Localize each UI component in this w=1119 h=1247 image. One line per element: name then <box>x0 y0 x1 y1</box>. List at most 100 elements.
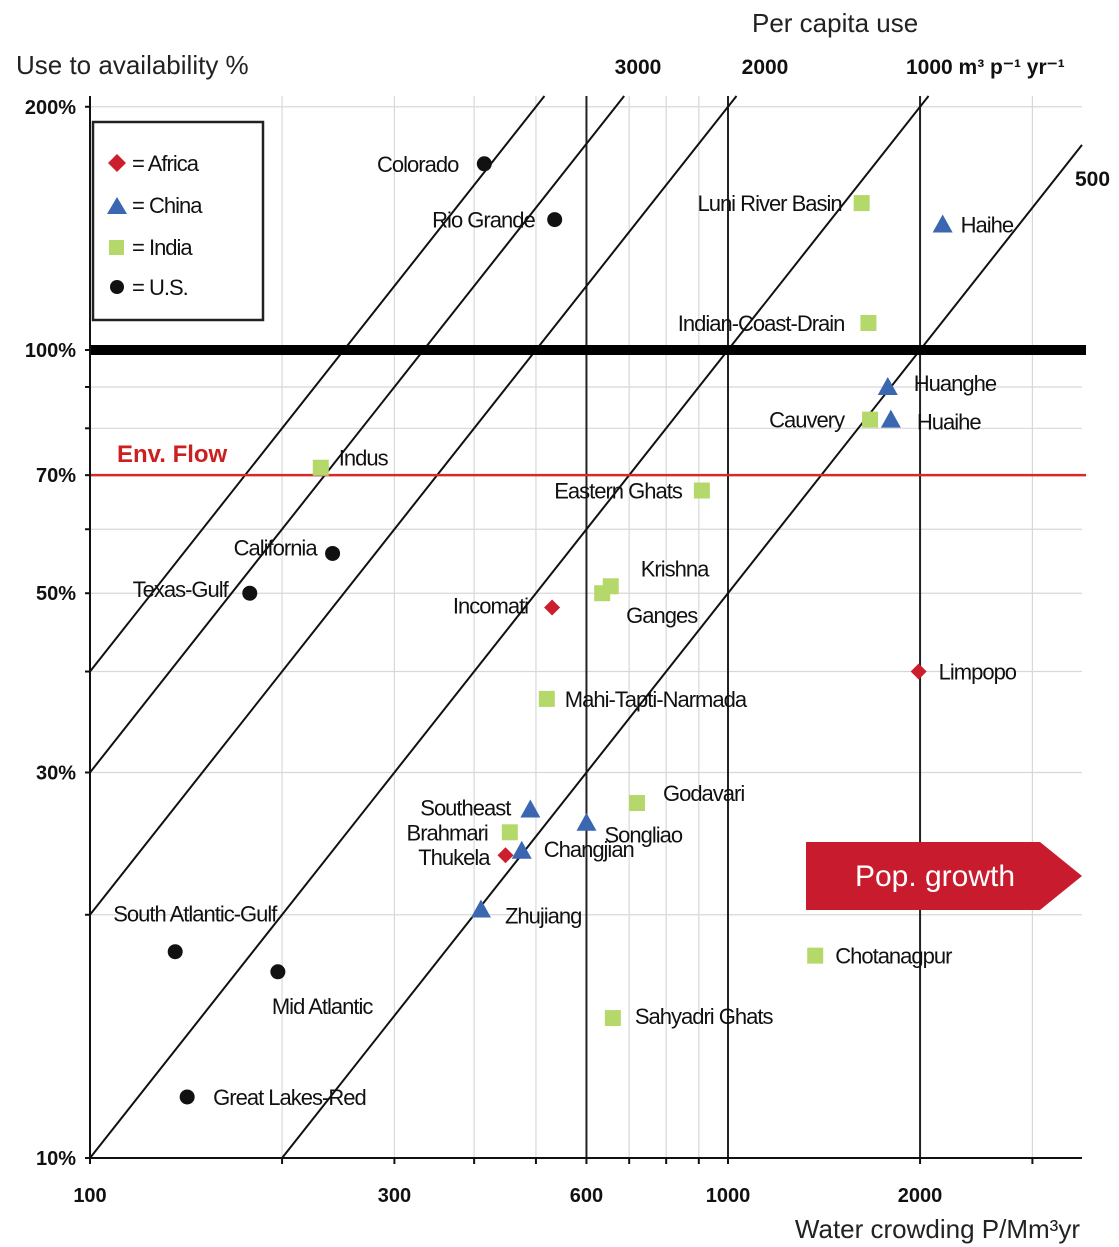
point-marker <box>932 214 953 233</box>
legend-us-marker <box>110 280 124 294</box>
point-marker <box>270 964 286 980</box>
point-ganges: Ganges <box>594 585 699 628</box>
y-tick-label: 50% <box>36 583 76 605</box>
point-huanghe: Huanghe <box>877 371 998 396</box>
reference-lines <box>90 345 1086 477</box>
point-limpopo: Limpopo <box>910 660 1018 685</box>
top-tick-2000: 2000 <box>742 56 789 79</box>
legend-africa-label: = Africa <box>132 151 200 176</box>
point-label: Indian-Coast-Drain <box>678 311 845 336</box>
point-label: Luni River Basin <box>697 191 841 216</box>
legend-africa-marker <box>108 154 126 172</box>
x-tick-label: 600 <box>570 1185 603 1207</box>
point-label: Limpopo <box>939 660 1017 685</box>
point-haihe: Haihe <box>932 212 1015 237</box>
point-label: Chotanagpur <box>835 944 952 969</box>
point-marker <box>693 482 710 499</box>
env-flow-label: Env. Flow <box>117 441 228 468</box>
point-label: Songliao <box>604 823 682 848</box>
point-marker <box>860 314 877 331</box>
point-indian-coast-drain: Indian-Coast-Drain <box>678 311 877 336</box>
point-label: Haihe <box>961 212 1014 237</box>
point-marker <box>520 799 541 818</box>
point-label: Indus <box>339 446 389 471</box>
diagonal-label-500: 500 <box>1075 168 1110 191</box>
per-capita-line-3000 <box>89 95 625 774</box>
x-tick-label: 100 <box>73 1185 106 1207</box>
point-eastern-ghats: Eastern Ghats <box>554 479 710 504</box>
x-axis-title: Water crowding P/Mm³yr <box>795 1214 1080 1244</box>
point-label: Great Lakes-Red <box>213 1085 366 1110</box>
point-marker <box>594 585 611 602</box>
y-tick-label: 100% <box>25 340 76 362</box>
point-mid-atlantic: Mid Atlantic <box>270 964 374 1019</box>
per-capita-line-1000 <box>89 95 930 1159</box>
point-label: Brahmari <box>407 820 488 845</box>
per-capita-line-4000 <box>89 95 546 673</box>
top-tick-3000: 3000 <box>615 56 662 79</box>
point-label: Ganges <box>626 603 698 628</box>
point-label: Mahi-Tapti-Narmada <box>565 687 748 712</box>
point-brahmari: Brahmari <box>407 820 518 845</box>
point-marker <box>604 1010 621 1027</box>
point-marker <box>497 847 514 864</box>
top-tick-1000: 1000 m³ p⁻¹ yr⁻¹ <box>906 56 1065 79</box>
point-marker <box>880 409 901 428</box>
point-chotanagpur: Chotanagpur <box>807 944 953 969</box>
legend-china-marker <box>107 197 127 214</box>
point-south-atlantic-gulf: South Atlantic-Gulf <box>113 902 279 960</box>
point-label: Colorado <box>377 152 459 177</box>
point-marker <box>910 663 927 680</box>
point-marker <box>242 585 258 601</box>
point-huaihe: Huaihe <box>880 409 982 435</box>
point-marker <box>807 947 824 964</box>
point-marker <box>167 944 183 960</box>
point-changjian: Changjian <box>511 837 635 862</box>
point-luni-river-basin: Luni River Basin <box>697 191 870 216</box>
point-label: Changjian <box>544 837 634 862</box>
point-label: Thukela <box>418 845 491 870</box>
y-tick-label: 200% <box>25 97 76 119</box>
y-tick-label: 10% <box>36 1148 76 1170</box>
point-marker <box>179 1089 195 1105</box>
top-axis-title: Per capita use <box>752 8 918 38</box>
per-capita-lines <box>89 95 1083 1159</box>
point-thukela: Thukela <box>418 845 514 870</box>
pop-growth-arrow: Pop. growth <box>806 842 1082 910</box>
point-marker <box>544 599 561 616</box>
x-tick-label: 1000 <box>706 1185 751 1207</box>
point-southeast: Southeast <box>420 795 541 820</box>
point-marker <box>862 411 879 428</box>
point-label: Incomati <box>453 594 528 619</box>
point-texas-gulf: Texas-Gulf <box>133 577 258 602</box>
point-marker <box>576 812 597 831</box>
point-label: Sahyadri Ghats <box>635 1004 774 1029</box>
point-sahyadri-ghats: Sahyadri Ghats <box>604 1004 775 1029</box>
point-marker <box>476 156 492 172</box>
point-marker <box>877 376 898 395</box>
x-tick-label: 300 <box>378 1185 411 1207</box>
point-godavari: Godavari <box>628 781 745 812</box>
point-marker <box>501 824 518 841</box>
point-label: Godavari <box>663 781 744 806</box>
point-zhujiang: Zhujiang <box>470 899 582 929</box>
point-california: California <box>234 535 341 561</box>
y-axis-title: Use to availability % <box>16 50 249 80</box>
point-label: Huanghe <box>914 371 997 396</box>
point-colorado: Colorado <box>377 152 492 177</box>
point-marker <box>511 840 532 859</box>
y-tick-label: 70% <box>36 465 76 487</box>
per-capita-line-500 <box>281 144 1083 1159</box>
point-label: South Atlantic-Gulf <box>113 902 278 927</box>
point-label: Krishna <box>641 556 710 581</box>
point-krishna: Krishna <box>602 556 711 595</box>
point-songliao: Songliao <box>576 812 684 848</box>
point-label: Zhujiang <box>505 904 581 929</box>
point-label: Eastern Ghats <box>554 479 683 504</box>
legend: = Africa = China = India = U.S. <box>91 120 265 322</box>
point-label: Cauvery <box>769 408 845 433</box>
x-tick-label: 2000 <box>898 1185 943 1207</box>
point-label: Mid Atlantic <box>272 994 373 1019</box>
